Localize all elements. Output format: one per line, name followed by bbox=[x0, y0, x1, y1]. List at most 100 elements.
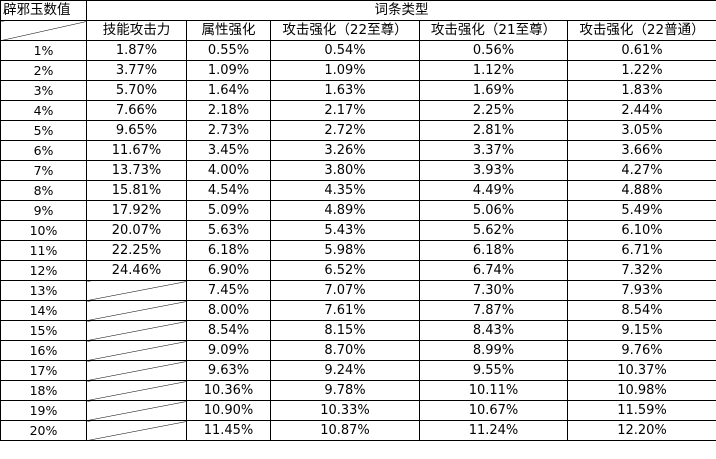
table-row: 15% 8.54% 8.15% 8.43% 9.15% bbox=[0, 320, 716, 341]
value-cell: 9.78% bbox=[270, 380, 420, 401]
row-label: 18% bbox=[0, 380, 87, 401]
value-cell: 8.99% bbox=[419, 340, 568, 361]
value-cell: 8.43% bbox=[419, 320, 568, 341]
table-row: 12% 24.46% 6.90% 6.52% 6.74% 7.32% bbox=[0, 260, 716, 281]
value-cell: 5.98% bbox=[270, 240, 420, 261]
table-row: 11% 22.25% 6.18% 5.98% 6.18% 6.71% bbox=[0, 240, 716, 261]
table-row: 2% 3.77% 1.09% 1.09% 1.12% 1.22% bbox=[0, 60, 716, 81]
row-label: 17% bbox=[0, 360, 87, 381]
row-label: 13% bbox=[0, 280, 87, 301]
value-cell: 17.92% bbox=[86, 200, 187, 221]
value-cell: 9.24% bbox=[270, 360, 420, 381]
row-label: 14% bbox=[0, 300, 87, 321]
value-cell: 8.54% bbox=[567, 300, 716, 321]
value-cell: 3.77% bbox=[86, 60, 187, 81]
column-header: 攻击强化（22普通） bbox=[567, 20, 716, 41]
value-cell: 10.37% bbox=[567, 360, 716, 381]
value-cell: 2.72% bbox=[270, 120, 420, 141]
value-cell: 9.15% bbox=[567, 320, 716, 341]
value-cell: 10.98% bbox=[567, 380, 716, 401]
value-cell: 2.17% bbox=[270, 100, 420, 121]
value-cell: 5.43% bbox=[270, 220, 420, 241]
header-row-2: 技能攻击力 属性强化 攻击强化（22至尊） 攻击强化（21至尊） 攻击强化（22… bbox=[0, 20, 716, 41]
value-cell: 6.18% bbox=[419, 240, 568, 261]
value-cell: 10.33% bbox=[270, 400, 420, 421]
column-header: 攻击强化（21至尊） bbox=[419, 20, 568, 41]
row-label: 5% bbox=[0, 120, 87, 141]
value-cell: 3.37% bbox=[419, 140, 568, 161]
value-cell: 4.27% bbox=[567, 160, 716, 181]
value-cell: 5.49% bbox=[567, 200, 716, 221]
value-cell: 11.67% bbox=[86, 140, 187, 161]
value-cell: 0.54% bbox=[270, 40, 420, 61]
table-row: 19% 10.90% 10.33% 10.67% 11.59% bbox=[0, 400, 716, 421]
value-cell: 10.36% bbox=[186, 380, 271, 401]
value-cell: 10.67% bbox=[419, 400, 568, 421]
empty-cell bbox=[86, 420, 187, 441]
header-row-1: 辟邪玉数值 词条类型 bbox=[0, 0, 716, 21]
row-label: 2% bbox=[0, 60, 87, 81]
value-cell: 7.93% bbox=[567, 280, 716, 301]
table-row: 10% 20.07% 5.63% 5.43% 5.62% 6.10% bbox=[0, 220, 716, 241]
value-cell: 3.45% bbox=[186, 140, 271, 161]
empty-cell bbox=[86, 340, 187, 361]
value-cell: 7.30% bbox=[419, 280, 568, 301]
value-cell: 9.65% bbox=[86, 120, 187, 141]
value-cell: 8.54% bbox=[186, 320, 271, 341]
value-cell: 5.62% bbox=[419, 220, 568, 241]
value-cell: 1.69% bbox=[419, 80, 568, 101]
value-cell: 2.18% bbox=[186, 100, 271, 121]
value-cell: 3.93% bbox=[419, 160, 568, 181]
value-cell: 6.90% bbox=[186, 260, 271, 281]
value-cell: 11.45% bbox=[186, 420, 271, 441]
table-row: 9% 17.92% 5.09% 4.89% 5.06% 5.49% bbox=[0, 200, 716, 221]
row-label: 10% bbox=[0, 220, 87, 241]
table-row: 3% 5.70% 1.64% 1.63% 1.69% 1.83% bbox=[0, 80, 716, 101]
empty-cell bbox=[86, 280, 187, 301]
column-header: 技能攻击力 bbox=[86, 20, 187, 41]
value-cell: 7.32% bbox=[567, 260, 716, 281]
value-cell: 2.81% bbox=[419, 120, 568, 141]
value-cell: 6.52% bbox=[270, 260, 420, 281]
table-row: 14% 8.00% 7.61% 7.87% 8.54% bbox=[0, 300, 716, 321]
value-cell: 2.73% bbox=[186, 120, 271, 141]
value-table: 辟邪玉数值 词条类型 技能攻击力 属性强化 攻击强化（22至尊） 攻击强化（21… bbox=[0, 0, 716, 441]
value-cell: 5.06% bbox=[419, 200, 568, 221]
value-cell: 9.63% bbox=[186, 360, 271, 381]
table-row: 17% 9.63% 9.24% 9.55% 10.37% bbox=[0, 360, 716, 381]
value-cell: 7.87% bbox=[419, 300, 568, 321]
value-cell: 4.49% bbox=[419, 180, 568, 201]
value-cell: 1.09% bbox=[270, 60, 420, 81]
value-cell: 3.80% bbox=[270, 160, 420, 181]
value-cell: 7.07% bbox=[270, 280, 420, 301]
value-cell: 10.11% bbox=[419, 380, 568, 401]
value-cell: 10.87% bbox=[270, 420, 420, 441]
value-cell: 4.89% bbox=[270, 200, 420, 221]
value-cell: 7.45% bbox=[186, 280, 271, 301]
row-label: 9% bbox=[0, 200, 87, 221]
value-cell: 5.09% bbox=[186, 200, 271, 221]
value-cell: 4.54% bbox=[186, 180, 271, 201]
empty-cell bbox=[86, 320, 187, 341]
value-cell: 9.09% bbox=[186, 340, 271, 361]
row-label: 12% bbox=[0, 260, 87, 281]
row-label: 15% bbox=[0, 320, 87, 341]
value-cell: 22.25% bbox=[86, 240, 187, 261]
value-cell: 6.74% bbox=[419, 260, 568, 281]
value-cell: 2.25% bbox=[419, 100, 568, 121]
table-row: 5% 9.65% 2.73% 2.72% 2.81% 3.05% bbox=[0, 120, 716, 141]
value-cell: 0.61% bbox=[567, 40, 716, 61]
value-cell: 2.44% bbox=[567, 100, 716, 121]
table-row: 18% 10.36% 9.78% 10.11% 10.98% bbox=[0, 380, 716, 401]
value-cell: 3.05% bbox=[567, 120, 716, 141]
value-cell: 8.15% bbox=[270, 320, 420, 341]
table-row: 8% 15.81% 4.54% 4.35% 4.49% 4.88% bbox=[0, 180, 716, 201]
value-cell: 1.22% bbox=[567, 60, 716, 81]
value-cell: 4.35% bbox=[270, 180, 420, 201]
value-cell: 20.07% bbox=[86, 220, 187, 241]
row-label: 20% bbox=[0, 420, 87, 441]
value-cell: 6.71% bbox=[567, 240, 716, 261]
row-label: 7% bbox=[0, 160, 87, 181]
row-label-title: 辟邪玉数值 bbox=[0, 0, 87, 21]
value-cell: 24.46% bbox=[86, 260, 187, 281]
